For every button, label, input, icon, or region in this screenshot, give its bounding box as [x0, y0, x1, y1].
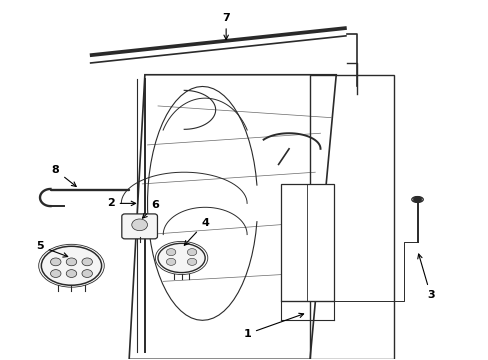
Text: 4: 4 — [184, 218, 209, 245]
Circle shape — [187, 258, 196, 265]
Text: 7: 7 — [222, 13, 229, 40]
Ellipse shape — [41, 246, 102, 285]
Circle shape — [82, 258, 92, 266]
Text: 8: 8 — [52, 165, 76, 186]
Text: 6: 6 — [142, 200, 159, 218]
Circle shape — [66, 258, 77, 266]
Ellipse shape — [411, 197, 423, 202]
Text: 5: 5 — [36, 241, 67, 257]
Circle shape — [131, 219, 147, 231]
Text: 3: 3 — [417, 254, 433, 300]
Circle shape — [166, 258, 176, 265]
Circle shape — [82, 270, 92, 278]
Circle shape — [50, 270, 61, 278]
Text: 2: 2 — [107, 198, 135, 208]
Ellipse shape — [158, 243, 205, 273]
Circle shape — [412, 196, 421, 203]
Text: 1: 1 — [243, 313, 303, 339]
Circle shape — [166, 249, 176, 256]
Polygon shape — [281, 184, 333, 301]
Circle shape — [187, 249, 196, 256]
Circle shape — [66, 270, 77, 278]
Circle shape — [50, 258, 61, 266]
FancyBboxPatch shape — [122, 214, 157, 239]
